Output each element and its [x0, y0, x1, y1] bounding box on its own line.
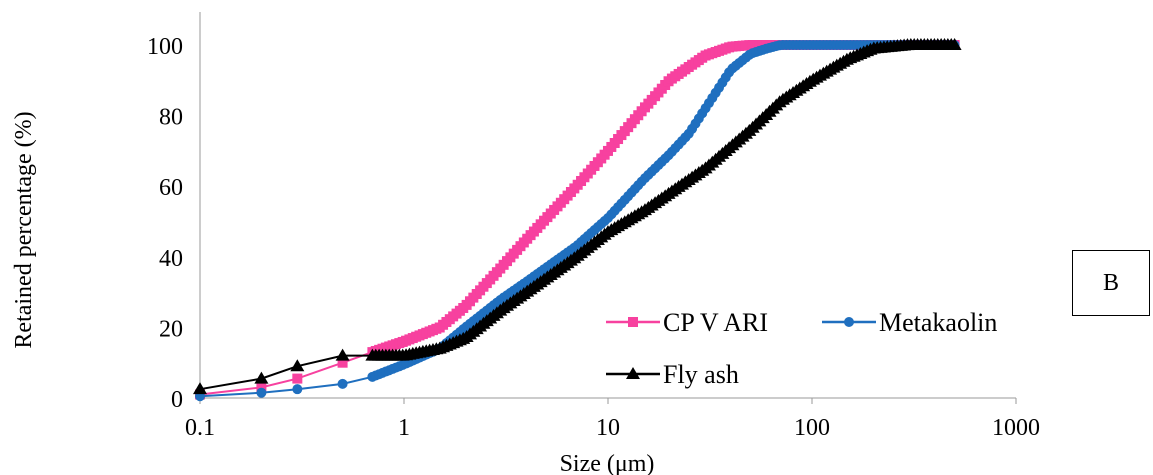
legend-label: CP V ARI — [663, 308, 768, 337]
data-point — [337, 357, 348, 368]
legend-item-metakaolin: Metakaolin — [822, 308, 997, 337]
x-tick-label: 100 — [794, 415, 830, 441]
x-tick-label: 10 — [596, 415, 620, 441]
legend-label: Metakaolin — [879, 308, 997, 337]
legend-label: Fly ash — [663, 360, 739, 389]
x-axis-title: Size (μm) — [560, 451, 655, 475]
data-point — [254, 371, 269, 384]
legend-swatch-marker — [628, 317, 638, 327]
series-cp-v-ari — [195, 40, 960, 400]
series-layer — [193, 38, 962, 402]
y-tick-label: 0 — [171, 387, 183, 413]
x-tick-label: 0.1 — [185, 415, 215, 441]
panel-label: B — [1072, 250, 1150, 316]
data-point — [193, 382, 207, 395]
data-point — [256, 382, 267, 393]
y-tick-label: 20 — [159, 316, 183, 342]
y-axis-title: Retained percentage (%) — [11, 111, 37, 348]
legend-item-cp-v-ari: CP V ARI — [606, 308, 768, 337]
legend: CP V ARI Metakaolin Fly ash — [606, 308, 997, 389]
y-tick-label: 40 — [159, 246, 183, 272]
legend-swatch-marker — [626, 367, 640, 379]
data-point — [337, 378, 348, 389]
data-point — [290, 359, 305, 372]
series-fly-ash — [193, 38, 962, 395]
y-tick-label: 100 — [147, 34, 183, 60]
series-markers-fly-ash — [193, 38, 962, 395]
axes: 0.1 1 10 100 1000 0 20 40 60 80 100 — [147, 12, 1040, 441]
y-tick-label: 60 — [159, 175, 183, 201]
data-point — [256, 387, 267, 398]
series-line-fly-ash — [199, 44, 955, 391]
legend-item-fly-ash: Fly ash — [606, 360, 739, 389]
series-line-metakaolin — [199, 44, 955, 398]
legend-swatch-marker — [844, 317, 854, 327]
x-tick-label: 1 — [398, 415, 410, 441]
series-metakaolin — [195, 40, 960, 402]
series-markers-cp-v-ari — [195, 40, 960, 400]
y-tick-label: 80 — [159, 105, 183, 131]
data-point — [947, 38, 962, 50]
data-point — [292, 384, 303, 395]
data-point — [335, 348, 350, 361]
series-markers-metakaolin — [195, 40, 960, 402]
data-point — [292, 373, 303, 384]
x-tick-label: 1000 — [992, 415, 1040, 441]
series-line-cp-v-ari — [199, 44, 955, 396]
